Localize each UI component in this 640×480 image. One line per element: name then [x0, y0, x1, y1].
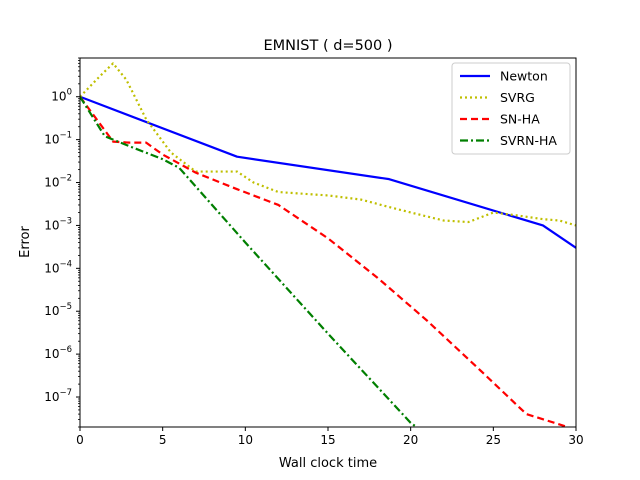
y-tick-label: 10−5: [44, 302, 72, 318]
legend: Newton SVRG SN-HA SVRN-HA: [451, 62, 571, 155]
series-line-newton: [80, 95, 576, 249]
legend-label-svrn-ha: SVRN-HA: [500, 133, 557, 148]
x-tick-label: 30: [568, 433, 583, 447]
x-axis-label: Wall clock time: [279, 456, 377, 471]
y-tick-label: 10−7: [44, 388, 72, 404]
legend-box: [451, 62, 571, 155]
x-tick-label: 25: [486, 433, 501, 447]
x-tick-label: 5: [159, 433, 167, 447]
x-tick-label: 20: [403, 433, 418, 447]
y-tick-label: 100: [51, 88, 72, 104]
legend-label-newton: Newton: [500, 69, 548, 84]
x-axis: 0 5 10 15 20 25 30: [76, 427, 584, 447]
y-tick-label: 10−4: [44, 259, 72, 275]
y-tick-label: 10−2: [44, 174, 72, 190]
series-line-sn-ha: [80, 96, 570, 427]
y-tick-label: 10−3: [44, 216, 72, 232]
legend-label-svrg: SVRG: [500, 90, 535, 105]
x-tick-label: 0: [76, 433, 84, 447]
x-tick-label: 10: [238, 433, 253, 447]
y-axis: 100 10−1 10−2 10−3 10−4 10−5 10−6 10−7: [44, 57, 80, 428]
x-tick-label: 15: [320, 433, 335, 447]
y-axis-label: Error: [18, 226, 33, 258]
legend-label-sn-ha: SN-HA: [500, 112, 540, 127]
y-tick-label: 10−1: [44, 131, 72, 147]
series-layer: [80, 62, 576, 427]
series-line-svrn-ha: [80, 96, 419, 427]
chart-title: EMNIST ( d=500 ): [263, 38, 392, 54]
y-tick-label: 10−6: [44, 345, 72, 361]
